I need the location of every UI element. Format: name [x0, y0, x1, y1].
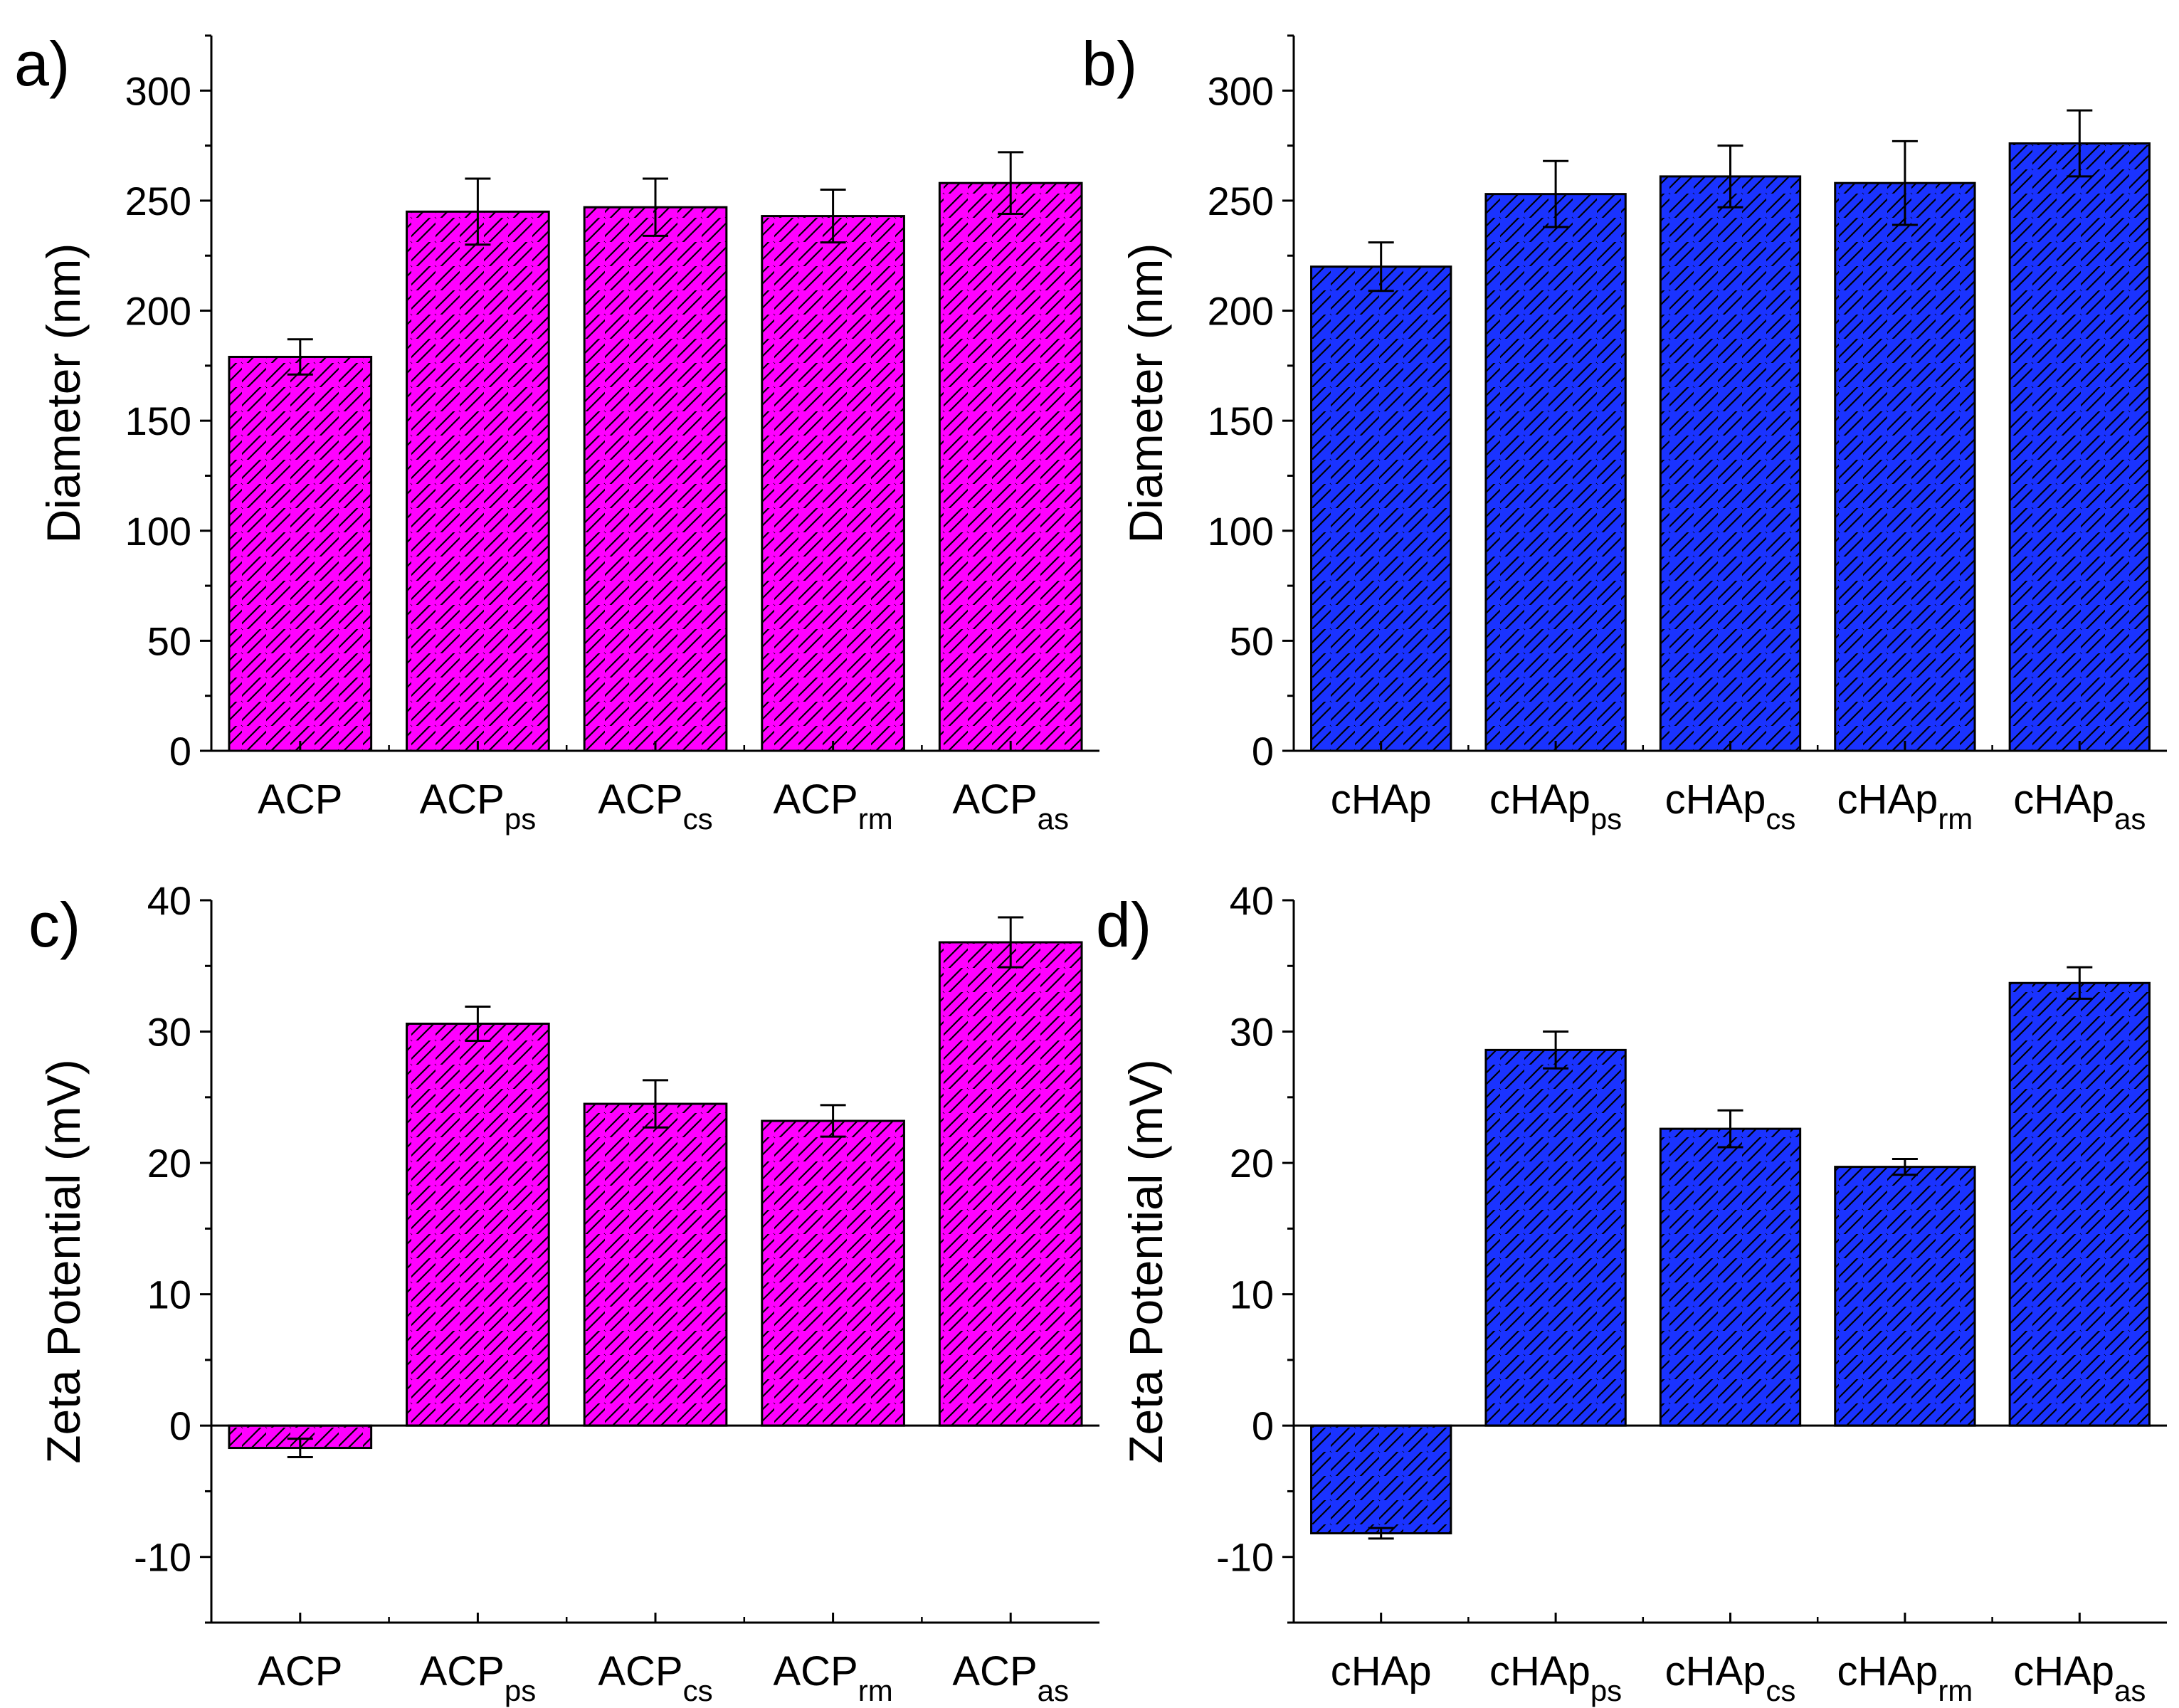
x-tick-label: ACP: [258, 1648, 342, 1694]
x-tick-label: ACPas: [952, 1648, 1069, 1707]
x-tick-label: cHApas: [2013, 1648, 2146, 1707]
x-tick-label: cHApps: [1489, 776, 1622, 835]
y-axis-title: Diameter (nm): [37, 243, 90, 544]
panel-label: c): [28, 890, 80, 960]
y-tick-label: 10: [147, 1272, 191, 1317]
bar-hatch: [406, 1022, 550, 1427]
x-tick-label: ACPrm: [773, 776, 892, 835]
panel-label: b): [1082, 28, 1137, 99]
x-tick-label: ACPrm: [773, 1648, 892, 1707]
bar-hatch: [1659, 1127, 1802, 1427]
x-tick-label: ACPps: [420, 1648, 537, 1707]
y-tick-label: -10: [134, 1535, 191, 1580]
y-tick-label: 0: [169, 1403, 191, 1448]
y-tick-label: 250: [125, 179, 191, 223]
y-tick-label: 40: [147, 878, 191, 923]
x-tick-label: cHAp: [1331, 1648, 1432, 1694]
panel-label: d): [1096, 890, 1151, 960]
bar-hatch: [1484, 1048, 1627, 1427]
y-tick-label: 20: [1230, 1141, 1274, 1186]
x-tick-label: ACP: [258, 776, 342, 823]
y-tick-label: 300: [1208, 68, 1274, 113]
bar-hatch: [1310, 1424, 1452, 1535]
bar-hatch: [583, 206, 728, 752]
y-tick-label: 50: [1230, 618, 1274, 663]
y-tick-label: 100: [125, 509, 191, 554]
bar-hatch: [761, 215, 905, 752]
x-tick-label: cHApcs: [1665, 776, 1796, 835]
chart-panel-a: a) ACP ACPps ACPcs ACPrm ACPas 0 50 100 150 200 250…: [14, 28, 1099, 835]
y-tick-label: 200: [1208, 289, 1274, 334]
y-tick-label: -10: [1216, 1535, 1274, 1580]
y-tick-label: 50: [147, 618, 191, 663]
bar-hatch: [406, 210, 550, 752]
y-tick-label: 10: [1230, 1272, 1274, 1317]
bar-hatch: [228, 355, 373, 752]
y-tick-label: 250: [1208, 179, 1274, 223]
y-tick-label: 0: [169, 729, 191, 774]
x-tick-label: cHApcs: [1665, 1648, 1796, 1707]
y-tick-label: 30: [147, 1010, 191, 1055]
chart-panel-c: c) ACP ACPps ACPcs ACPrm ACPas -10 0 10 20 30 40 Zet…: [28, 878, 1099, 1707]
y-tick-label: 20: [147, 1141, 191, 1186]
bar-hatch: [1484, 193, 1627, 752]
bar-hatch: [938, 941, 1083, 1427]
y-tick-label: 30: [1230, 1010, 1274, 1055]
y-tick-label: 150: [125, 399, 191, 443]
x-tick-label: ACPcs: [598, 1648, 712, 1707]
panels: a)ACP ACPps ACPcs ACPrm ACPas050100150200250…: [14, 28, 2167, 1707]
y-axis-title: Zeta Potential (mV): [1119, 1059, 1172, 1464]
bar-hatch: [1834, 1166, 1976, 1427]
y-tick-label: 40: [1230, 878, 1274, 923]
bar-hatch: [938, 181, 1083, 752]
x-tick-label: cHAp: [1331, 776, 1432, 823]
y-tick-label: 100: [1208, 509, 1274, 554]
bar-hatch: [583, 1102, 728, 1427]
x-tick-label: cHApas: [2013, 776, 2146, 835]
bar-hatch: [1310, 265, 1452, 752]
x-tick-label: cHApps: [1489, 1648, 1622, 1707]
y-tick-label: 0: [1252, 729, 1274, 774]
bar-hatch: [1659, 175, 1802, 752]
y-axis-title: Diameter (nm): [1119, 243, 1172, 544]
x-tick-label: cHAprm: [1837, 776, 1973, 835]
y-tick-label: 300: [125, 68, 191, 113]
panel-label: a): [14, 28, 70, 99]
y-tick-label: 200: [125, 289, 191, 334]
y-tick-label: 150: [1208, 399, 1274, 443]
chart-panel-b: b) cHAp cHApps cHApcs cHAprm cHApas 0 50 100 150 2…: [1082, 28, 2167, 835]
x-tick-label: ACPps: [420, 776, 537, 835]
bar-hatch: [2008, 142, 2151, 752]
bar-hatch: [1834, 181, 1976, 752]
bar-hatch: [761, 1119, 905, 1427]
y-tick-label: 0: [1252, 1403, 1274, 1448]
y-axis-title: Zeta Potential (mV): [37, 1059, 90, 1464]
x-tick-label: ACPcs: [598, 776, 712, 835]
bar-hatch: [2008, 981, 2151, 1427]
x-tick-label: cHAprm: [1837, 1648, 1973, 1707]
x-tick-label: ACPas: [952, 776, 1069, 835]
chart-panel-d: d) cHAp cHApps cHApcs cHAprm cHApas -10 0 10 20 30…: [1096, 878, 2167, 1707]
